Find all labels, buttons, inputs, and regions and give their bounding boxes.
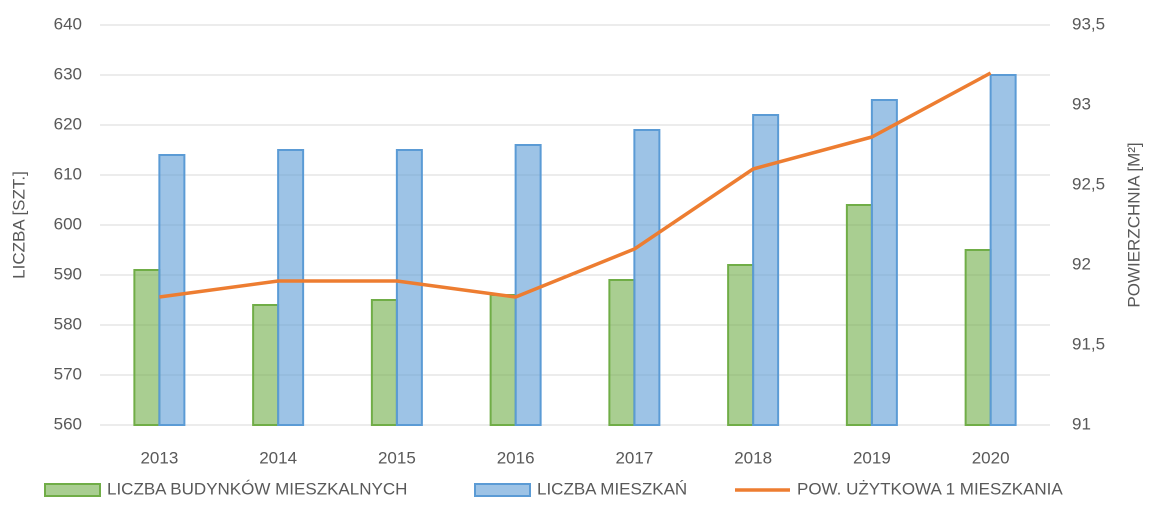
bar: [989, 74, 1017, 426]
bar: [870, 99, 898, 426]
x-tick-label: 2017: [615, 448, 653, 467]
x-tick-label: 2015: [378, 448, 416, 467]
x-tick-label: 2016: [497, 448, 535, 467]
bar: [608, 279, 636, 426]
bar: [727, 264, 755, 426]
line: [159, 71, 992, 299]
legend-swatch: [474, 483, 531, 497]
x-tick-label: 2020: [972, 448, 1010, 467]
legend-label: POW. UŻYTKOWA 1 MIESZKANIA: [797, 479, 1063, 498]
bar: [158, 154, 186, 426]
x-tick-label: 2018: [734, 448, 772, 467]
y2-tick-label: 93,5: [1072, 14, 1105, 33]
bar: [133, 269, 161, 426]
y-tick-label: 590: [54, 264, 82, 283]
y2-tick-label: 91: [1072, 414, 1091, 433]
y2-axis-title: POWIERZCHNIA [M²]: [1124, 142, 1143, 307]
y-tick-label: 610: [54, 164, 82, 183]
y-tick-label: 600: [54, 214, 82, 233]
bar: [845, 204, 873, 426]
y-tick-label: 630: [54, 64, 82, 83]
y-tick-label: 570: [54, 364, 82, 383]
y-tick-label: 580: [54, 314, 82, 333]
x-tick-label: 2013: [140, 448, 178, 467]
y-tick-label: 620: [54, 114, 82, 133]
y2-tick-label: 93: [1072, 94, 1091, 113]
bar: [514, 144, 542, 426]
y-axis-title: LICZBA [SZT.]: [9, 171, 28, 279]
bar: [277, 149, 305, 426]
y-tick-label: 640: [54, 14, 82, 33]
legend-label: LICZBA MIESZKAŃ: [537, 479, 687, 498]
bar: [370, 299, 398, 426]
bar: [964, 249, 992, 426]
bar: [252, 304, 280, 426]
y2-tick-label: 92,5: [1072, 174, 1105, 193]
legend-swatch: [44, 483, 101, 497]
bar: [395, 149, 423, 426]
bar: [489, 294, 517, 426]
x-tick-label: 2014: [259, 448, 297, 467]
y-tick-label: 560: [54, 414, 82, 433]
bar: [633, 129, 661, 426]
y2-tick-label: 92: [1072, 254, 1091, 273]
legend-label: LICZBA BUDYNKÓW MIESZKALNYCH: [107, 479, 407, 498]
y2-tick-label: 91,5: [1072, 334, 1105, 353]
x-tick-label: 2019: [853, 448, 891, 467]
